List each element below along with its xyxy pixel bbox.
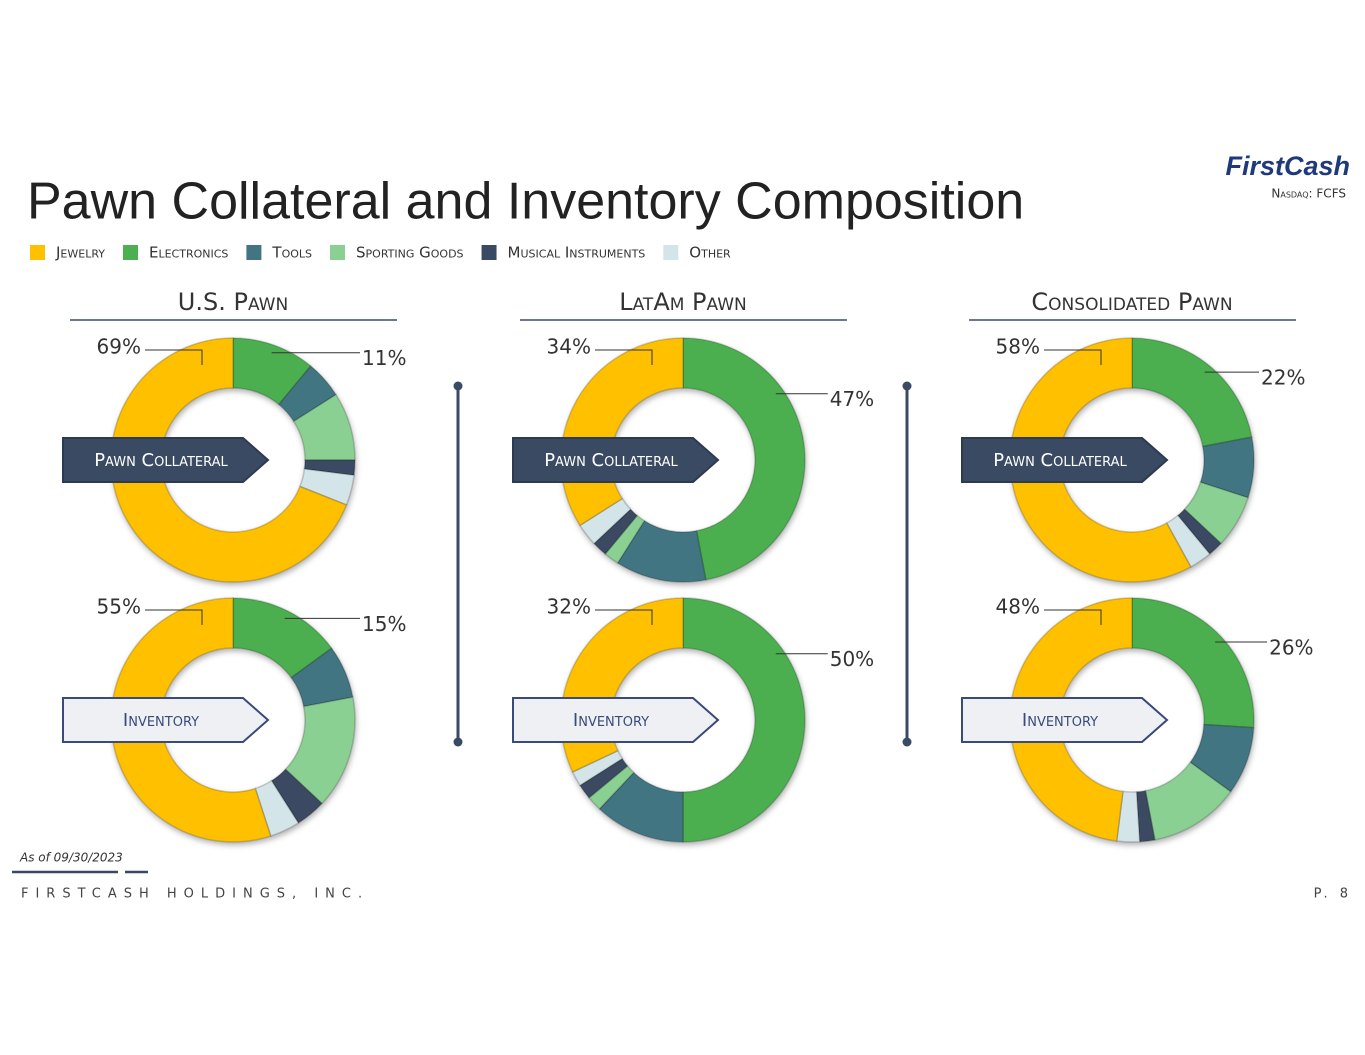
donut-segment xyxy=(110,597,272,843)
legend-label: Other xyxy=(689,244,731,262)
leader-line xyxy=(145,609,203,625)
legend-swatch xyxy=(123,245,138,260)
ticker: Nasdaq: FCFS xyxy=(1271,187,1346,201)
leader-line xyxy=(1044,349,1102,365)
page-number: P. 8 xyxy=(1314,887,1352,902)
chart-tag xyxy=(961,697,1169,743)
leader-line xyxy=(145,349,203,365)
legend-label: Electronics xyxy=(149,244,228,262)
legend-swatch xyxy=(30,245,45,260)
chart-title: Pawn Collateral xyxy=(544,450,678,471)
donut-segment xyxy=(1131,597,1255,729)
value-label: 22% xyxy=(1261,366,1305,390)
value-label: 34% xyxy=(547,335,591,359)
chart-tag xyxy=(62,697,270,743)
note: As of 09/30/2023 xyxy=(19,851,123,865)
chart-tag xyxy=(512,697,720,743)
value-label: 48% xyxy=(996,595,1040,619)
legend-swatch xyxy=(663,245,679,260)
legend-label: Tools xyxy=(271,244,312,262)
panel-title: Consolidated Pawn xyxy=(1031,288,1232,316)
value-label: 26% xyxy=(1269,635,1313,659)
value-label: 32% xyxy=(547,595,591,619)
chart-title: Pawn Collateral xyxy=(993,450,1127,471)
footer: FirstCash Holdings, Inc. xyxy=(21,887,369,902)
legend-swatch xyxy=(330,245,345,260)
legend-label: Jewelry xyxy=(55,244,105,262)
slide-title: Pawn Collateral and Inventory Compositio… xyxy=(27,173,1024,231)
donut xyxy=(110,337,356,583)
chart-title: Inventory xyxy=(573,710,649,731)
separator-dot xyxy=(902,737,912,747)
value-label: 47% xyxy=(830,387,874,411)
separator-dot xyxy=(902,381,912,391)
leader-line xyxy=(595,349,653,365)
donut xyxy=(1009,597,1255,843)
chart-title: Inventory xyxy=(123,710,199,731)
donut-segment xyxy=(560,337,684,527)
panel-title: LatAm Pawn xyxy=(619,288,746,316)
value-label: 55% xyxy=(97,595,141,619)
donut xyxy=(560,597,806,843)
value-label: 11% xyxy=(362,346,406,370)
logo: FirstCash xyxy=(1225,151,1350,181)
chart-tag xyxy=(62,437,270,483)
donut-segment xyxy=(110,337,348,583)
value-label: 15% xyxy=(362,612,406,636)
chart-title: Inventory xyxy=(1022,710,1098,731)
donut-segment xyxy=(1131,337,1253,448)
donut-segment xyxy=(560,597,684,773)
legend-swatch xyxy=(481,245,497,260)
chart-tag xyxy=(961,437,1169,483)
chart-title: Pawn Collateral xyxy=(94,450,228,471)
donut xyxy=(110,597,356,843)
panel-title: U.S. Pawn xyxy=(178,288,288,316)
donut-segment xyxy=(682,337,806,581)
value-label: 58% xyxy=(996,335,1040,359)
chart-tag xyxy=(512,437,720,483)
separator-dot xyxy=(453,737,463,747)
donut-segment xyxy=(1009,597,1133,842)
donut-segment xyxy=(1009,337,1192,583)
leader-line xyxy=(595,609,653,625)
donut-segment xyxy=(682,597,806,843)
value-label: 50% xyxy=(830,647,874,671)
legend-swatch xyxy=(246,245,262,260)
separator-dot xyxy=(453,381,463,391)
legend-label: Sporting Goods xyxy=(356,244,464,262)
legend-label: Musical Instruments xyxy=(508,244,646,262)
value-label: 69% xyxy=(97,335,141,359)
leader-line xyxy=(1044,609,1102,625)
donut xyxy=(1009,337,1255,583)
